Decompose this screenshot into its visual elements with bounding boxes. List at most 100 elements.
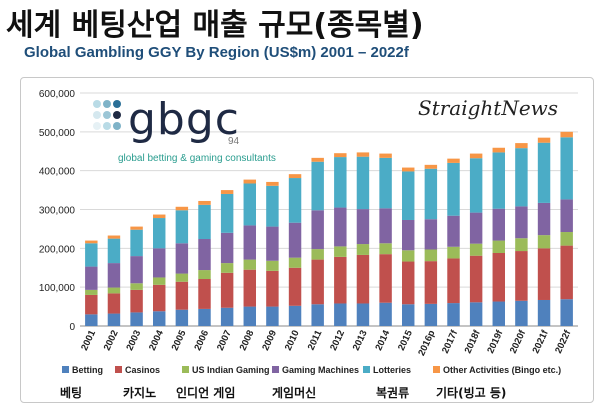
bar-segment (243, 179, 256, 184)
bar-segment (107, 238, 121, 264)
bar-segment (311, 304, 324, 326)
bar-segment (153, 248, 166, 278)
bar-segment (198, 279, 211, 309)
bar-segment (243, 183, 256, 226)
korean-label-lotteries: 복권류 (376, 386, 410, 400)
bar-segment (447, 162, 460, 216)
x-tick-label: 2020f (508, 328, 529, 355)
legend-label: Betting (72, 365, 103, 375)
bar-segment (560, 232, 573, 246)
bar-segment (130, 229, 143, 257)
bar-segment (243, 306, 256, 326)
bar-segment (334, 303, 347, 326)
bar-segment (424, 168, 438, 220)
x-tick-label: 2005 (170, 328, 189, 352)
bar-segment (537, 142, 551, 203)
bar-segment (220, 193, 234, 233)
y-tick-label: 600,000 (39, 89, 76, 100)
bar-segment (334, 246, 347, 257)
bar-segment (402, 219, 415, 251)
bar-segment (447, 303, 460, 326)
legend-label: US Indian Gaming (192, 365, 270, 375)
bar-segment (424, 261, 438, 304)
bar-segment (379, 254, 392, 303)
bar-segment (311, 157, 324, 162)
bar-segment (266, 260, 279, 271)
bar-segment (402, 304, 415, 326)
bar-segment (560, 299, 573, 326)
legend-swatch (433, 366, 440, 373)
bar-segment (537, 299, 551, 326)
x-tick-label: 2010 (283, 329, 302, 353)
bar-segment (469, 158, 483, 213)
bar-segment (515, 251, 528, 301)
bar-segment (469, 243, 483, 256)
bar-segment (288, 222, 302, 258)
korean-label-gaming-machines: 게임머신 (272, 386, 317, 400)
bar-segment (153, 311, 166, 326)
bar-segment (85, 266, 98, 290)
bar-segment (198, 204, 211, 240)
bar-segment (266, 270, 279, 307)
x-tick-label: 2013 (351, 329, 370, 353)
bar-segment (107, 287, 121, 294)
bar-segment (492, 152, 505, 209)
bar-segment (515, 148, 528, 207)
y-tick-label: 400,000 (39, 167, 76, 178)
y-tick-label: 0 (69, 322, 75, 333)
korean-label-betting: 베팅 (60, 386, 83, 400)
bar-segment (288, 305, 302, 326)
x-tick-label: 2009 (260, 329, 279, 353)
korean-label-other: 기타(빙고 등) (436, 386, 507, 400)
bar-segment (288, 267, 302, 306)
legend-swatch (272, 366, 279, 373)
bar-segment (447, 258, 460, 304)
bar-segment (266, 306, 279, 326)
page-title: 세계 베팅산업 매출 규모(종목별) (6, 8, 424, 43)
x-tick-label: 2004 (147, 328, 166, 352)
bar-segment (107, 313, 121, 326)
bar-segment (85, 289, 98, 295)
legend-swatch (115, 366, 122, 373)
bar-segment (379, 302, 392, 326)
bar-segment (515, 206, 528, 239)
bar-segment (379, 153, 392, 158)
legend-swatch (182, 366, 189, 373)
bar-segment (356, 303, 370, 326)
bar-segment (153, 218, 166, 249)
x-tick-label: 2017f (440, 328, 461, 355)
x-tick-label: 2007 (215, 329, 234, 353)
bar-segment (537, 137, 551, 143)
legend-label: Casinos (125, 365, 160, 375)
bar-segment (492, 147, 505, 153)
bar-segment (243, 259, 256, 270)
legend-label: Lotteries (373, 365, 411, 375)
x-tick-label: 2015 (396, 328, 415, 352)
bar-segment (379, 157, 392, 209)
bar-segment (492, 301, 505, 326)
bar-segment (356, 152, 370, 157)
x-tick-label: 2011 (306, 328, 325, 352)
y-tick-label: 200,000 (39, 244, 76, 255)
bar-segment (356, 254, 370, 304)
bar-segment (469, 212, 483, 244)
bar-segment (334, 157, 347, 208)
bar-segment (424, 219, 438, 250)
x-tick-label: 2006 (192, 329, 211, 353)
bar-segment (175, 273, 189, 282)
bar-segment (85, 314, 98, 326)
bar-segment (220, 232, 234, 264)
x-tick-label: 2016p (416, 328, 437, 357)
bar-segment (85, 240, 98, 244)
x-tick-label: 2008 (238, 329, 257, 353)
bar-segment (515, 143, 528, 149)
y-tick-label: 300,000 (39, 206, 76, 217)
bar-segment (288, 257, 302, 268)
gbgc-logo-dots-icon (93, 100, 121, 130)
bar-segment (175, 243, 189, 274)
bar-segment (153, 284, 166, 312)
bar-segment (537, 248, 551, 300)
x-tick-label: 2019f (485, 328, 506, 355)
bar-segment (153, 277, 166, 285)
